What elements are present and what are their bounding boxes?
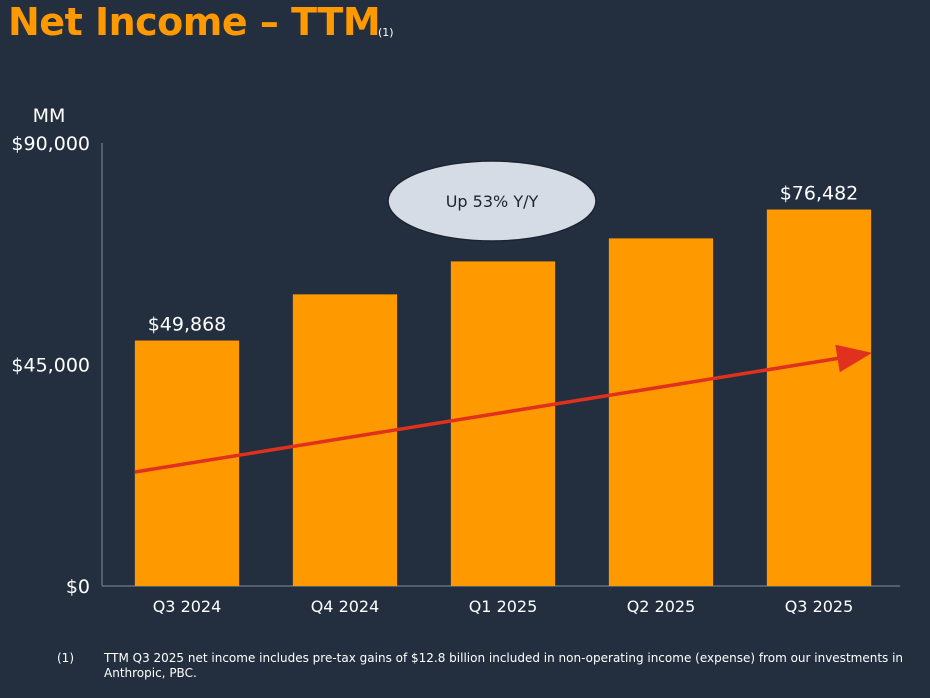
page-title: Net Income – TTM	[8, 0, 381, 44]
footnote-marker: (1)	[57, 651, 74, 665]
yoy-callout	[387, 160, 597, 242]
x-tick-label: Q3 2025	[785, 597, 854, 616]
net-income-chart: MM $0 $45,000 $90,000 Q3 2024 Q4 2024 Q1 202…	[11, 105, 900, 616]
bar-q2-2025	[608, 238, 714, 586]
x-tick-label: Q4 2024	[311, 597, 380, 616]
title-footnote-marker: (1)	[378, 26, 394, 39]
x-tick-label: Q2 2025	[627, 597, 696, 616]
bar-q4-2024	[292, 294, 398, 586]
y-tick-label: $45,000	[11, 355, 90, 377]
data-label: $76,482	[780, 183, 859, 205]
y-axis-unit-label: MM	[33, 105, 66, 127]
trend-arrow	[134, 344, 873, 474]
data-label: $49,868	[148, 314, 227, 336]
yoy-callout-text: Up 53% Y/Y	[446, 192, 539, 211]
y-tick-label: $0	[66, 576, 90, 598]
x-tick-label: Q3 2024	[153, 597, 222, 616]
footnote-text: TTM Q3 2025 net income includes pre-tax …	[104, 651, 904, 680]
bar-q1-2025	[450, 261, 556, 586]
bar-q3-2025	[766, 209, 872, 586]
y-tick-label: $90,000	[11, 133, 90, 155]
x-tick-label: Q1 2025	[469, 597, 538, 616]
